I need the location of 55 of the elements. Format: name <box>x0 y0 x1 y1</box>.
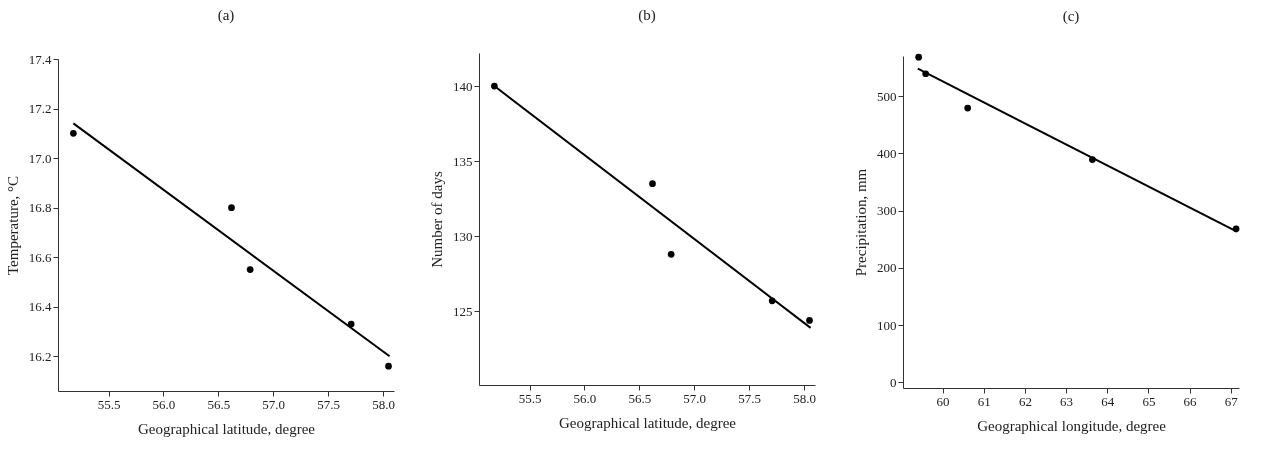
y-tick-label: 200 <box>877 260 897 276</box>
y-tick-label: 300 <box>877 203 897 219</box>
y-tick-label: 135 <box>453 153 473 169</box>
point <box>667 250 675 258</box>
point <box>70 129 77 137</box>
x-tick-label: 64 <box>1101 393 1115 409</box>
y-tick-label: 140 <box>453 78 473 94</box>
point <box>228 204 235 211</box>
y-tick-label: 17.4 <box>28 51 52 67</box>
point <box>915 53 922 61</box>
y-axis-title: Temperature, °C <box>4 175 21 276</box>
x-axis-title: Geographical latitude, degree <box>138 420 316 437</box>
x-tick-label: 65 <box>1142 393 1156 409</box>
x-tick-label: 67 <box>1224 393 1239 409</box>
y-tick-label: 0 <box>890 374 897 390</box>
x-tick-label: 56.5 <box>207 396 231 412</box>
x-tick-label: 56.5 <box>628 390 652 406</box>
y-tick-label: 16.4 <box>28 299 52 315</box>
x-tick-label: 62 <box>1018 393 1032 409</box>
y-tick-label: 400 <box>877 145 897 161</box>
x-tick-label: 55.5 <box>97 396 121 412</box>
y-axis-title: Number of days <box>429 171 445 268</box>
point <box>806 317 813 324</box>
x-tick-label: 56.0 <box>152 396 176 412</box>
x-tick-label: 66 <box>1183 393 1198 409</box>
x-tick-label: 55.5 <box>518 390 542 406</box>
x-axis-title: Geographical latitude, degree <box>559 414 737 431</box>
y-tick-label: 16.8 <box>28 200 52 216</box>
chart-title: (a) <box>217 7 235 24</box>
y-axis-title: Precipitation, mm <box>853 168 869 277</box>
chart-title: (b) <box>638 7 656 24</box>
point <box>964 104 971 112</box>
y-tick-label: 17.0 <box>28 150 52 166</box>
y-tick-label: 100 <box>877 317 897 333</box>
x-tick-label: 57.0 <box>262 396 286 412</box>
y-tick-label: 125 <box>453 303 473 319</box>
y-tick-label: 130 <box>453 228 473 244</box>
y-tick-label: 500 <box>877 88 897 104</box>
point <box>385 362 392 370</box>
x-tick-label: 58.0 <box>372 396 395 412</box>
x-tick-label: 57.5 <box>738 390 761 406</box>
x-tick-label: 60 <box>936 393 950 409</box>
x-tick-label: 57.0 <box>683 390 707 406</box>
x-axis-title: Geographical longitude, degree <box>977 417 1167 434</box>
point <box>649 180 656 188</box>
y-tick-label: 17.2 <box>28 101 52 117</box>
x-tick-label: 58.0 <box>793 390 816 406</box>
chart-title: (c) <box>1062 7 1080 25</box>
y-tick-label: 16.6 <box>28 249 52 265</box>
x-tick-label: 56.0 <box>573 390 597 406</box>
x-tick-label: 61 <box>977 393 991 409</box>
x-tick-label: 63 <box>1060 393 1074 409</box>
x-tick-label: 57.5 <box>317 396 340 412</box>
point <box>246 266 254 273</box>
y-tick-label: 16.2 <box>28 348 52 364</box>
